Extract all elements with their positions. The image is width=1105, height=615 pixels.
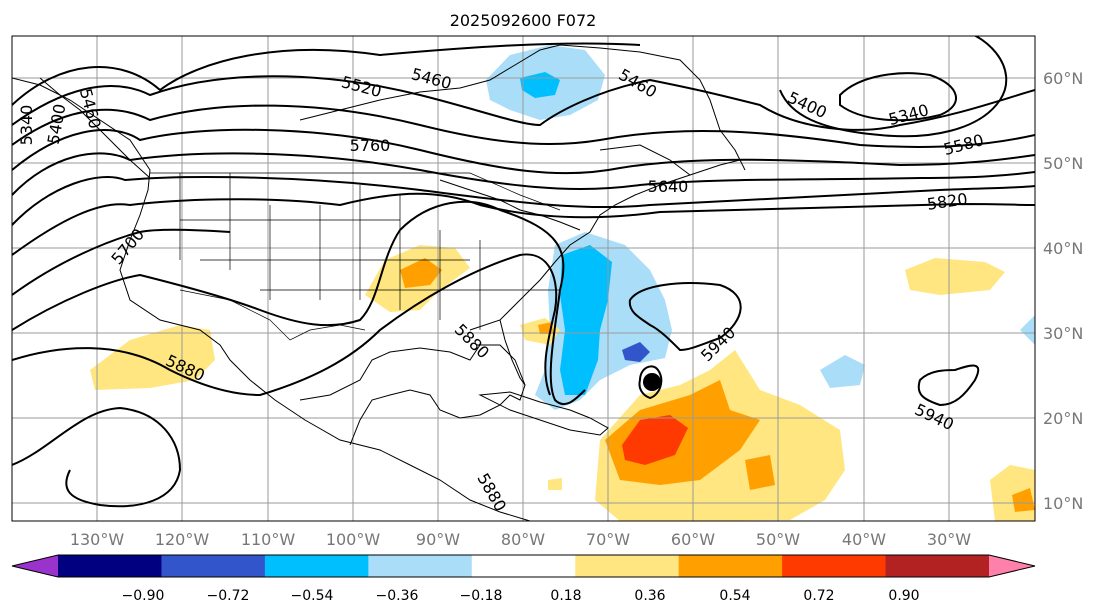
tropical-cyclone-center-icon: [643, 373, 661, 391]
orange-spot-africa-coast: [1012, 488, 1035, 512]
colorbar-segment: [678, 555, 783, 577]
colorbar-segment: [885, 555, 990, 577]
lon-tick-label: 40°W: [842, 530, 886, 549]
lon-tick-label: 110°W: [241, 530, 296, 549]
contour-label: 5640: [648, 177, 689, 196]
map-panel: 5340 5400 5460 5520 5400 5460 5340 5760 …: [12, 36, 1035, 521]
lat-tick-label: 30°N: [1043, 324, 1083, 343]
colorbar-segment: [575, 555, 680, 577]
colorbar-tick-label: −0.90: [122, 588, 165, 604]
contour-label: 5760: [350, 136, 391, 155]
colorbar-segment: [264, 555, 369, 577]
blue-region-atlantic: [560, 245, 612, 395]
lat-tick-label: 50°N: [1043, 154, 1083, 173]
colorbar-tick-label: 0.90: [888, 588, 919, 604]
colorbar-extend-low: [12, 555, 58, 577]
lon-tick-label: 100°W: [326, 530, 381, 549]
latitude-tick-labels: 60°N 50°N 40°N 30°N 20°N 10°N: [1043, 69, 1083, 513]
yellow-spot-south: [548, 478, 562, 490]
dark-blue-spot-atlantic: [622, 342, 650, 362]
colorbar-outline: [11, 554, 1036, 578]
lon-tick-label: 120°W: [155, 530, 210, 549]
lat-tick-label: 10°N: [1043, 494, 1083, 513]
light-blue-spot-east: [820, 355, 865, 388]
graticule: [12, 36, 1035, 521]
colorbar-tick-label: 0.18: [550, 588, 581, 604]
colorbar-segment: [58, 555, 162, 577]
colorbar-segment: [782, 555, 887, 577]
lon-tick-label: 30°W: [927, 530, 971, 549]
colorbar-segment: [471, 555, 576, 577]
colorbar-tick-label: 0.72: [803, 588, 834, 604]
lat-tick-label: 60°N: [1043, 69, 1083, 88]
colorbar-segment: [368, 555, 473, 577]
orange-region-plains: [400, 258, 442, 288]
contour-label: 5340: [17, 105, 36, 146]
lon-tick-label: 50°W: [756, 530, 800, 549]
light-blue-spot-far-east: [1020, 315, 1035, 345]
colorbar-tick-label: −0.54: [291, 588, 334, 604]
orange-spot-east: [745, 455, 775, 490]
longitude-tick-labels: 130°W 120°W 110°W 100°W 90°W 80°W 70°W 6…: [70, 530, 971, 549]
map-frame: [11, 35, 1036, 522]
lon-tick-label: 90°W: [416, 530, 460, 549]
lon-tick-label: 130°W: [70, 530, 125, 549]
colorbar-tick-label: 0.54: [719, 588, 750, 604]
lon-tick-label: 60°W: [671, 530, 715, 549]
geopotential-height-contours: [12, 36, 1035, 508]
yellow-region-pacific: [90, 325, 215, 390]
figure-title: 2025092600 F072: [450, 11, 597, 30]
colorbar: [11, 554, 1036, 578]
lon-tick-label: 80°W: [501, 530, 545, 549]
lat-tick-label: 20°N: [1043, 409, 1083, 428]
colorbar-tick-label: −0.72: [207, 588, 250, 604]
political-borders: [150, 172, 561, 341]
colorbar-tick-label: −0.18: [460, 588, 503, 604]
yellow-region-east-atlantic: [905, 258, 1005, 295]
colorbar-extend-high: [989, 555, 1035, 577]
colorbar-tick-label: −0.36: [376, 588, 419, 604]
lon-tick-label: 70°W: [586, 530, 630, 549]
colorbar-tick-labels: −0.90 −0.72 −0.54 −0.36 −0.18 0.18 0.36 …: [122, 588, 920, 604]
red-region-caribbean: [622, 415, 688, 465]
colorbar-tick-label: 0.36: [634, 588, 665, 604]
colorbar-segment: [161, 555, 266, 577]
lat-tick-label: 40°N: [1043, 239, 1083, 258]
